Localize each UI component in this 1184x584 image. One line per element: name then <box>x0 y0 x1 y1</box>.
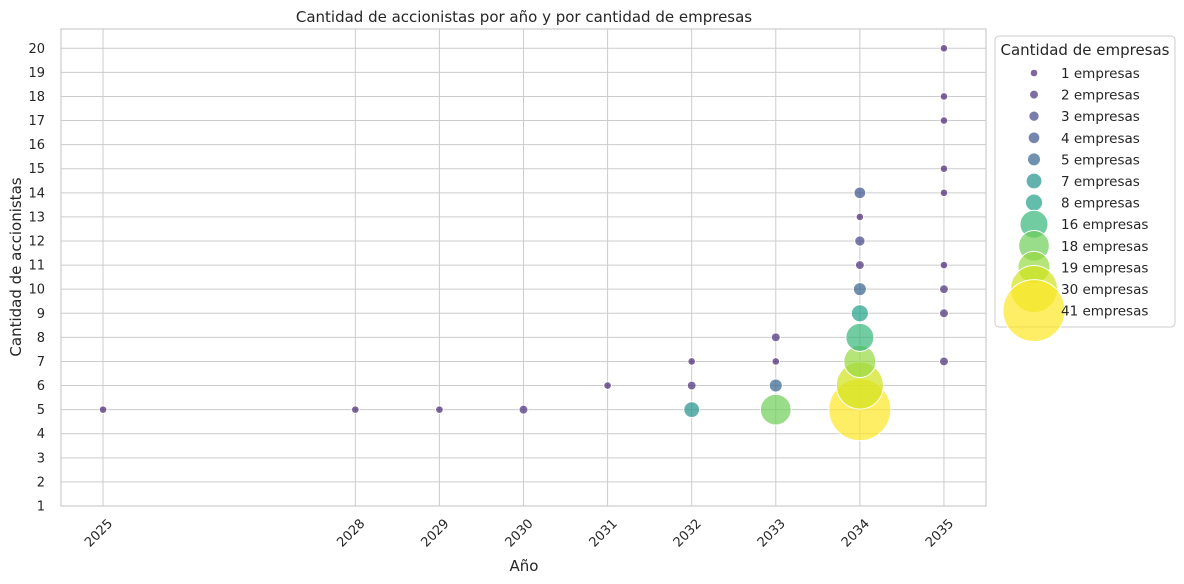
legend-marker <box>1029 68 1039 78</box>
data-point <box>759 393 792 426</box>
x-tick-label: 2033 <box>755 516 789 550</box>
data-point <box>768 378 783 393</box>
legend-label: 5 empresas <box>1061 152 1140 168</box>
legend-entries: 1 empresas 2 empresas 3 empresas 4 empresas… <box>1002 66 1148 343</box>
y-tick-label: 2 <box>37 475 45 490</box>
chart-title: Cantidad de accionistas por año y por ca… <box>296 8 752 26</box>
data-point <box>855 212 865 222</box>
data-point <box>939 92 949 101</box>
y-tick-label: 9 <box>37 307 45 322</box>
legend-marker <box>1026 152 1042 167</box>
data-point <box>603 381 612 390</box>
y-tick-label: 5 <box>37 403 45 418</box>
y-tick-label: 3 <box>37 451 45 466</box>
legend-marker <box>1029 89 1039 100</box>
y-tick-label: 12 <box>28 235 45 250</box>
y-tick-label: 17 <box>28 114 45 129</box>
y-tick-label: 4 <box>37 427 45 442</box>
data-point <box>939 260 949 270</box>
y-axis-title: Cantidad de accionistas <box>7 177 25 356</box>
y-tick-label: 19 <box>28 66 45 81</box>
legend-marker <box>1028 110 1040 122</box>
y-tick-label: 16 <box>28 138 45 153</box>
legend-label: 8 empresas <box>1061 196 1140 212</box>
legend-entry: 5 empresas <box>1026 152 1140 168</box>
data-point <box>853 186 867 200</box>
data-point <box>938 356 949 367</box>
data-point <box>435 405 444 414</box>
y-tick-label: 18 <box>28 90 45 105</box>
y-tick-label: 10 <box>28 283 45 298</box>
x-tick-label: 2032 <box>671 516 705 550</box>
legend-marker <box>1025 172 1043 190</box>
x-axis-title: Año <box>510 557 539 575</box>
y-tick-label: 1 <box>37 500 45 515</box>
x-tick-label: 2029 <box>418 516 452 550</box>
data-point <box>854 235 866 247</box>
data-point <box>351 405 360 414</box>
legend-entry: 2 empresas <box>1029 88 1140 104</box>
data-point <box>850 304 869 323</box>
data-point <box>939 188 949 198</box>
plot-frame <box>60 28 987 507</box>
data-point <box>938 284 949 295</box>
legend-label: 30 empresas <box>1061 282 1148 298</box>
legend-label: 16 empresas <box>1061 217 1148 233</box>
data-point <box>852 282 867 297</box>
legend: Cantidad de empresas 1 empresas 2 empresa… <box>994 35 1176 343</box>
legend-label: 2 empresas <box>1061 88 1140 104</box>
legend-entry: 41 empresas <box>1002 279 1148 343</box>
y-tick-label: 20 <box>28 42 45 57</box>
y-tick-label: 8 <box>37 331 45 346</box>
data-point <box>770 332 781 343</box>
y-tick-label: 6 <box>37 379 45 394</box>
data-point <box>771 357 781 366</box>
legend-marker <box>1002 279 1066 343</box>
legend-entry: 16 empresas <box>1019 209 1148 239</box>
legend-entry: 4 empresas <box>1027 131 1140 147</box>
x-tick-label: 2030 <box>503 516 537 550</box>
data-point <box>687 357 696 366</box>
legend-label: 1 empresas <box>1061 66 1140 82</box>
legend-entry: 7 empresas <box>1025 172 1140 190</box>
y-tick-label: 14 <box>28 186 45 201</box>
data-point <box>939 116 949 125</box>
data-point <box>854 260 865 271</box>
legend-entry: 8 empresas <box>1024 193 1140 212</box>
data-point <box>845 322 875 352</box>
legend-label: 7 empresas <box>1061 174 1140 190</box>
y-tick-label: 13 <box>28 210 45 225</box>
data-point <box>683 401 701 419</box>
legend-entry: 3 empresas <box>1028 109 1140 125</box>
y-tick-label: 15 <box>28 162 45 177</box>
legend-label: 18 empresas <box>1061 239 1148 255</box>
x-tick-label: 2028 <box>334 516 368 550</box>
y-tick-label: 11 <box>28 259 45 274</box>
x-tick-labels: 2025 2028 2029 2030 2031 2032 2033 2034 2035 <box>82 516 957 550</box>
data-point <box>939 164 949 174</box>
legend-marker <box>1024 193 1044 212</box>
legend-title: Cantidad de empresas <box>1001 41 1170 59</box>
x-tick-label: 2031 <box>587 516 621 550</box>
data-point <box>686 380 697 391</box>
y-tick-label: 7 <box>37 355 45 370</box>
points-layer <box>98 43 949 442</box>
legend-label: 4 empresas <box>1061 131 1140 147</box>
x-tick-label: 2034 <box>839 516 873 550</box>
data-point <box>939 43 949 53</box>
x-tick-label: 2025 <box>82 516 116 550</box>
x-tick-label: 2035 <box>923 516 957 550</box>
legend-marker <box>1027 131 1041 145</box>
data-point <box>518 404 529 415</box>
data-point <box>98 405 108 414</box>
legend-label: 3 empresas <box>1061 109 1140 125</box>
legend-label: 19 empresas <box>1061 260 1148 276</box>
data-point <box>938 308 949 319</box>
legend-entry: 1 empresas <box>1029 66 1140 82</box>
legend-label: 41 empresas <box>1061 304 1148 320</box>
